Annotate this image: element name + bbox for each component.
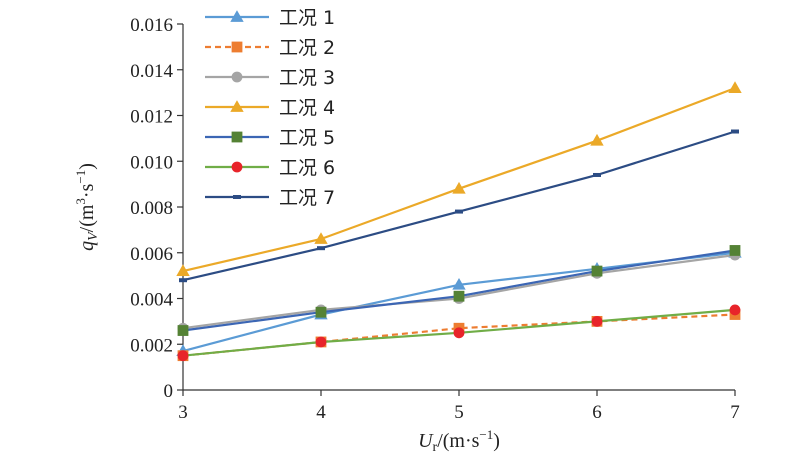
data-point (453, 327, 465, 339)
y-axis-title-sup1: 3 (73, 198, 88, 205)
legend-marker (230, 100, 244, 112)
y-tick-label: 0.002 (130, 335, 173, 356)
legend-marker (231, 41, 243, 53)
legend-label: 工况 1 (279, 7, 335, 29)
x-tick-label: 6 (592, 402, 602, 423)
x-tick-label: 4 (316, 402, 326, 423)
data-point (455, 209, 463, 214)
y-axis-title-mid: ·s (76, 183, 98, 198)
y-axis-title-sub: V (86, 231, 101, 241)
data-point (729, 304, 741, 316)
axes: 0 0.002 0.004 0.006 0.008 0.010 0.012 0.014 0.01… (130, 15, 740, 423)
x-axis-title-sub: r (433, 440, 438, 455)
y-axis-title-rest: /(m (76, 204, 98, 232)
legend-item: 工况 3 (205, 67, 335, 89)
legend-marker (231, 131, 243, 143)
y-tick-label: 0.004 (130, 290, 173, 311)
y-tick-label: 0.016 (130, 15, 173, 36)
legend-item: 工况 7 (205, 187, 335, 209)
legend-marker (233, 195, 241, 199)
legend-marker (230, 10, 244, 22)
x-tick-label: 7 (730, 402, 740, 423)
data-point (453, 290, 465, 302)
data-point (593, 172, 601, 177)
y-axis-title: qV/(m3·s−1) (73, 163, 101, 251)
data-point (317, 246, 325, 251)
x-axis-title: Ur/(m·s−1) (418, 427, 500, 455)
data-point (177, 325, 189, 336)
series-layer (176, 81, 742, 362)
y-axis-title-sup2: −1 (73, 170, 88, 184)
x-tick-label: 3 (178, 402, 188, 423)
x-axis-title-rest: /(m·s (437, 430, 479, 452)
data-point (315, 306, 327, 318)
legend-marker (231, 161, 243, 173)
legend-label: 工况 2 (279, 37, 335, 59)
data-point (179, 278, 187, 283)
legend-label: 工况 6 (279, 157, 335, 179)
x-tick-label: 5 (454, 402, 464, 423)
data-point (591, 265, 603, 277)
legend-item: 工况 1 (205, 7, 335, 29)
y-axis-title-end: ) (76, 163, 98, 170)
legend-item: 工况 2 (205, 37, 335, 59)
y-axis-title-main: q (76, 241, 98, 251)
y-tick-label: 0.014 (130, 61, 173, 82)
series-7 (179, 129, 739, 283)
data-point (590, 133, 604, 146)
series-line (182, 87, 736, 273)
legend-label: 工况 3 (279, 67, 335, 89)
data-point (731, 129, 739, 134)
series-5 (177, 245, 741, 336)
y-tick-label: 0.008 (130, 198, 173, 219)
series-6 (177, 304, 741, 362)
x-axis-title-sup: −1 (479, 427, 493, 442)
data-point (591, 315, 603, 327)
y-tick-label: 0.010 (130, 152, 173, 173)
data-point (729, 245, 741, 256)
legend-label: 工况 4 (279, 97, 335, 119)
data-point (452, 277, 466, 290)
series-line (182, 130, 736, 282)
data-point (314, 232, 328, 244)
data-point (176, 264, 190, 276)
legend: 工况 1 工况 2 工况 3 工况 4 工况 5 工况 6 工况 7 (205, 7, 335, 209)
y-tick-label: 0.012 (130, 107, 173, 128)
legend-label: 工况 5 (279, 127, 335, 149)
data-point (315, 336, 327, 348)
x-axis-title-main: U (418, 430, 434, 452)
legend-marker (231, 71, 243, 83)
data-point (452, 181, 466, 194)
data-point (177, 350, 189, 362)
y-tick-label: 0.006 (130, 244, 173, 265)
axis-titles: Ur/(m·s−1)qV/(m3·s−1) (73, 163, 500, 455)
legend-item: 工况 4 (205, 97, 335, 119)
legend-item: 工况 5 (205, 127, 335, 149)
x-axis-title-end: ) (493, 430, 500, 452)
legend-item: 工况 6 (205, 157, 335, 179)
data-point (728, 81, 742, 93)
y-tick-label: 0 (164, 381, 174, 402)
legend-label: 工况 7 (279, 187, 335, 209)
series-4 (176, 81, 742, 276)
